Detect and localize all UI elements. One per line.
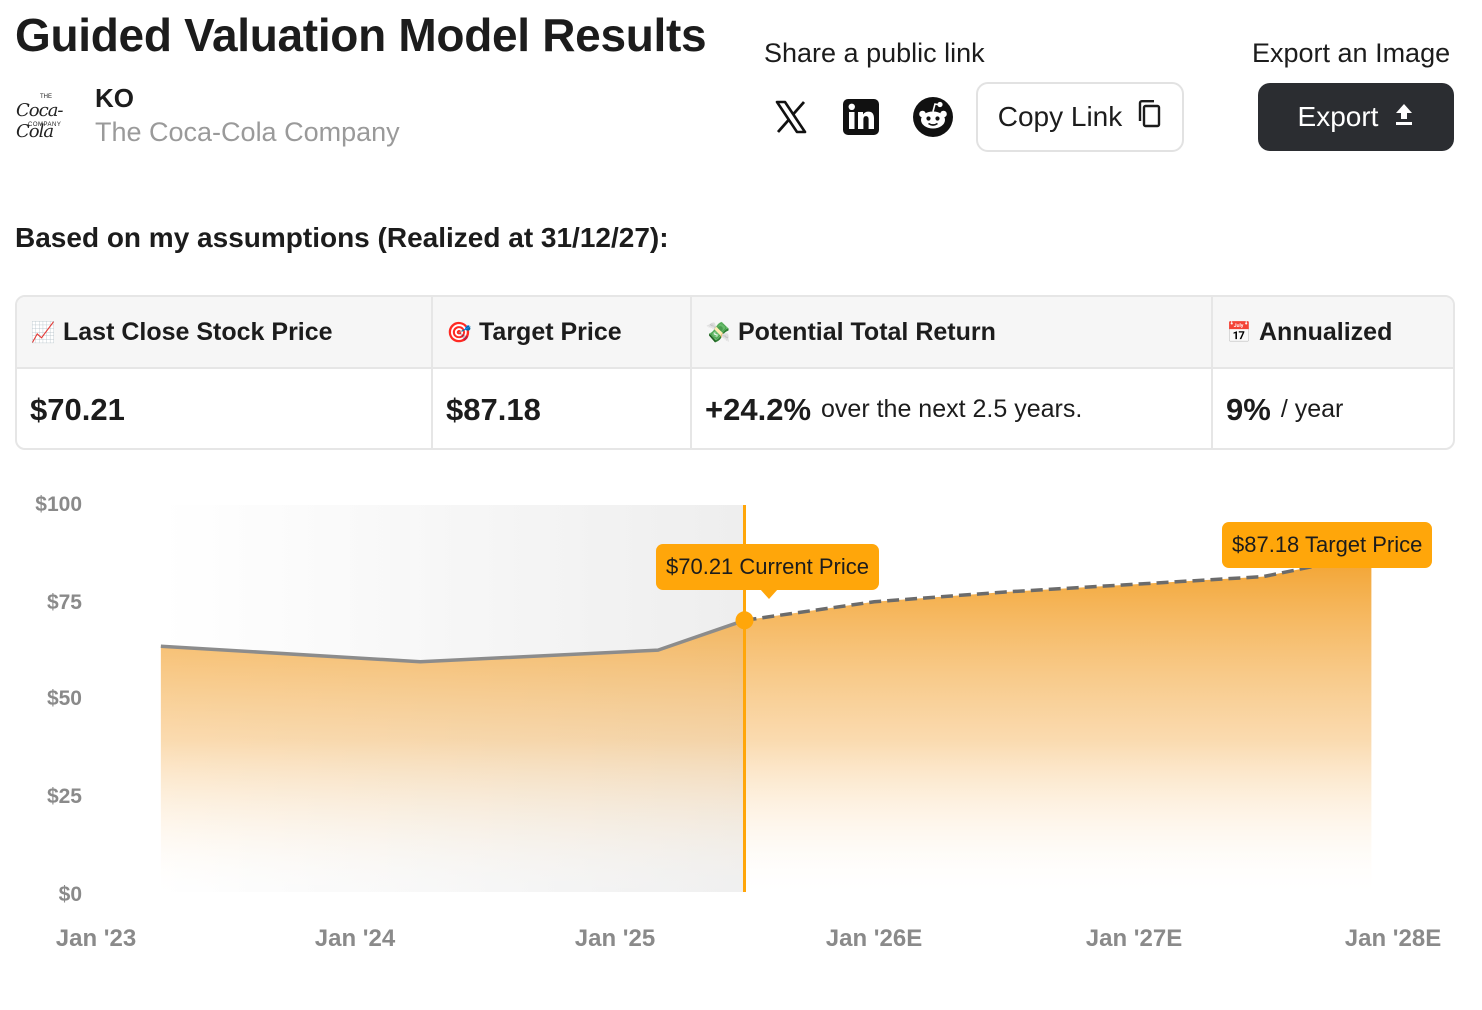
- reddit-share-icon[interactable]: [912, 96, 954, 138]
- annualized-column: 📅 Annualized 9% / year: [1213, 297, 1453, 448]
- last-close-column: 📈 Last Close Stock Price $70.21: [17, 297, 433, 448]
- annualized-value: 9%: [1226, 391, 1271, 427]
- x-share-icon[interactable]: [770, 96, 812, 138]
- linkedin-share-icon[interactable]: [840, 96, 882, 138]
- y-tick-label: $75: [46, 591, 82, 614]
- copy-icon: [1136, 99, 1162, 136]
- y-tick-label: $100: [35, 493, 82, 516]
- last-close-value: $70.21: [30, 391, 125, 427]
- total-return-column: 💸 Potential Total Return +24.2% over the n…: [692, 297, 1213, 448]
- results-table: 📈 Last Close Stock Price $70.21 🎯 Target P…: [15, 295, 1455, 450]
- chart-increasing-icon: 📈: [30, 321, 56, 344]
- projected-price-line: [744, 552, 1372, 623]
- x-tick-label: Jan '24: [314, 925, 396, 952]
- target-price-label: Target Price: [479, 317, 622, 346]
- company-name: The Coca-Cola Company: [95, 117, 400, 147]
- x-tick-label: Jan '27E: [1085, 925, 1183, 952]
- company-header: THE Coca-Cola COMPANY KO The Coca-Cola C…: [15, 82, 400, 150]
- calendar-icon: 📅: [1226, 321, 1252, 344]
- last-close-label: Last Close Stock Price: [63, 317, 333, 346]
- upload-icon: [1394, 101, 1414, 133]
- price-chart-svg: [160, 505, 1372, 892]
- assumptions-heading: Based on my assumptions (Realized at 31/…: [15, 222, 669, 253]
- copy-link-button[interactable]: Copy Link: [976, 82, 1184, 152]
- export-button-label: Export: [1297, 101, 1379, 132]
- total-return-suffix: over the next 2.5 years.: [821, 395, 1083, 423]
- ticker-symbol: KO: [95, 83, 134, 113]
- price-area-fill: [160, 554, 1372, 892]
- logo-bottom-text: COMPANY: [28, 122, 62, 128]
- historical-price-line: [160, 618, 746, 664]
- x-tick-label: Jan '28E: [1344, 925, 1442, 952]
- y-tick-label: $50: [46, 687, 82, 710]
- target-icon: 🎯: [446, 321, 472, 344]
- export-button[interactable]: Export: [1258, 83, 1454, 151]
- annualized-suffix: / year: [1280, 395, 1344, 423]
- price-chart: $100 $75 $50 $25 $0 Jan '23 Jan '24 Jan …: [0, 470, 1482, 990]
- share-label: Share a public link: [764, 38, 985, 68]
- target-price-value: $87.18: [446, 391, 541, 427]
- page-title: Guided Valuation Model Results: [15, 9, 707, 61]
- money-wings-icon: 💸: [705, 321, 731, 344]
- x-tick-label: Jan '25: [574, 925, 656, 952]
- target-price-column: 🎯 Target Price $87.18: [433, 297, 692, 448]
- coca-cola-logo: THE Coca-Cola COMPANY: [15, 94, 77, 144]
- y-tick-label: $0: [58, 883, 82, 906]
- current-price-tooltip: $70.21 Current Price: [656, 544, 879, 599]
- total-return-value: +24.2%: [705, 391, 812, 427]
- total-return-label: Potential Total Return: [738, 317, 996, 346]
- annualized-label: Annualized: [1259, 317, 1393, 346]
- logo-top-text: THE: [40, 94, 52, 100]
- x-tick-label: Jan '26E: [825, 925, 923, 952]
- current-price-point: [735, 611, 754, 630]
- export-label: Export an Image: [1252, 38, 1451, 68]
- y-tick-label: $25: [46, 785, 82, 808]
- logo-script-text: Coca-Cola: [16, 100, 64, 142]
- copy-link-label: Copy Link: [997, 101, 1123, 132]
- x-tick-label: Jan '23: [55, 925, 137, 952]
- target-price-tooltip: $87.18 Target Price: [1222, 522, 1433, 568]
